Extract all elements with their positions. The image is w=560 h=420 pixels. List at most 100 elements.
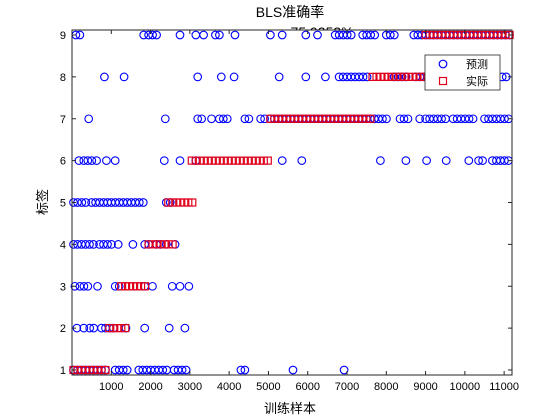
predicted-point: [366, 30, 376, 40]
predicted-point: [92, 156, 101, 165]
predicted-point: [415, 114, 425, 124]
predicted-point: [301, 30, 311, 40]
predicted-point: [177, 365, 187, 375]
predicted-point: [140, 323, 150, 333]
predicted-point: [478, 156, 487, 165]
predicted-point: [159, 156, 169, 165]
predicted-point: [437, 114, 446, 124]
predicted-point: [118, 365, 128, 375]
predicted-point: [193, 72, 203, 82]
predicted-point: [288, 365, 298, 375]
actual-point: [121, 324, 130, 333]
predicted-point: [181, 365, 191, 375]
predicted-point: [216, 72, 226, 82]
predicted-point: [85, 323, 95, 333]
predicted-point: [89, 240, 98, 249]
actual-point: [168, 240, 177, 249]
predicted-point: [119, 72, 129, 82]
chart-title: BLS准确率: [256, 4, 324, 20]
predicted-point: [215, 30, 224, 40]
predicted-point: [240, 114, 250, 124]
predicted-point: [222, 114, 232, 124]
predicted-point: [240, 365, 250, 375]
actual-point: [141, 282, 150, 291]
y-tick-label: 9: [60, 30, 66, 42]
predicted-point: [69, 198, 78, 207]
predicted-point: [75, 30, 85, 40]
y-axis: 1 2 3 4 5 6 7 8 9: [60, 30, 512, 377]
y-tick-label: 3: [60, 281, 66, 293]
predicted-point: [122, 365, 132, 375]
x-tick-label: 9000: [413, 381, 437, 393]
x-tick-label: 5000: [256, 381, 280, 393]
predicted-point: [175, 156, 185, 165]
predicted-point: [370, 30, 380, 40]
predicted-point: [83, 281, 93, 291]
predicted-point: [85, 240, 94, 249]
predicted-point: [81, 198, 91, 207]
predicted-point: [102, 156, 111, 165]
predicted-point: [339, 365, 349, 375]
y-tick-label: 7: [60, 114, 66, 126]
predicted-point: [358, 72, 368, 82]
predicted-point: [274, 72, 284, 82]
predicted-point: [139, 30, 149, 40]
y-tick-label: 6: [60, 156, 66, 168]
predicted-point: [83, 156, 93, 165]
predicted-point: [199, 30, 208, 40]
series-actual: [69, 30, 514, 375]
actual-point: [101, 365, 110, 375]
predicted-point: [148, 30, 157, 40]
predicted-point: [107, 240, 116, 249]
predicted-point: [175, 30, 185, 40]
predicted-point: [277, 156, 287, 165]
predicted-point: [93, 281, 102, 291]
predicted-point: [160, 114, 170, 124]
predicted-point: [229, 72, 239, 82]
predicted-point: [110, 156, 120, 165]
predicted-point: [389, 30, 399, 40]
y-tick-label: 4: [60, 239, 66, 251]
predicted-point: [87, 156, 97, 165]
x-tick-label: 4000: [217, 381, 241, 393]
predicted-point: [401, 156, 411, 165]
predicted-point: [441, 156, 451, 165]
predicted-point: [152, 30, 161, 40]
predicted-point: [464, 156, 474, 165]
predicted-point: [399, 114, 409, 124]
predicted-point: [184, 281, 194, 291]
legend-label-predicted: 预测: [466, 58, 488, 71]
predicted-point: [134, 198, 144, 207]
predicted-point: [197, 114, 207, 124]
x-tick-label: 1000: [99, 381, 123, 393]
predicted-point: [321, 72, 330, 82]
x-tick-label: 8000: [374, 381, 398, 393]
predicted-point: [385, 30, 395, 40]
predicted-point: [464, 114, 474, 124]
y-axis-label: 标签: [35, 189, 51, 215]
actual-point: [188, 198, 197, 207]
y-tick-label: 2: [60, 323, 66, 335]
x-tick-label: 3000: [178, 381, 202, 393]
predicted-point: [468, 114, 478, 124]
predicted-point: [230, 30, 240, 40]
predicted-point: [211, 30, 220, 40]
predicted-point: [79, 323, 89, 333]
x-axis-label: 训练样本: [264, 402, 316, 417]
legend-marker-circle-icon: [438, 59, 448, 69]
predicted-point: [301, 72, 311, 82]
x-tick-label: 11000: [489, 381, 519, 393]
predicted-point: [79, 281, 89, 291]
legend-label-actual: 实际: [466, 74, 488, 88]
predicted-point: [218, 114, 228, 124]
predicted-point: [297, 156, 307, 165]
predicted-point: [110, 281, 120, 291]
actual-point: [505, 30, 514, 40]
predicted-point: [103, 240, 112, 249]
predicted-point: [376, 156, 385, 165]
predicted-point: [346, 30, 356, 40]
predicted-point: [138, 198, 148, 207]
predicted-point: [474, 156, 483, 165]
x-tick-label: 2000: [138, 381, 162, 393]
legend: 预测 实际: [424, 54, 501, 91]
